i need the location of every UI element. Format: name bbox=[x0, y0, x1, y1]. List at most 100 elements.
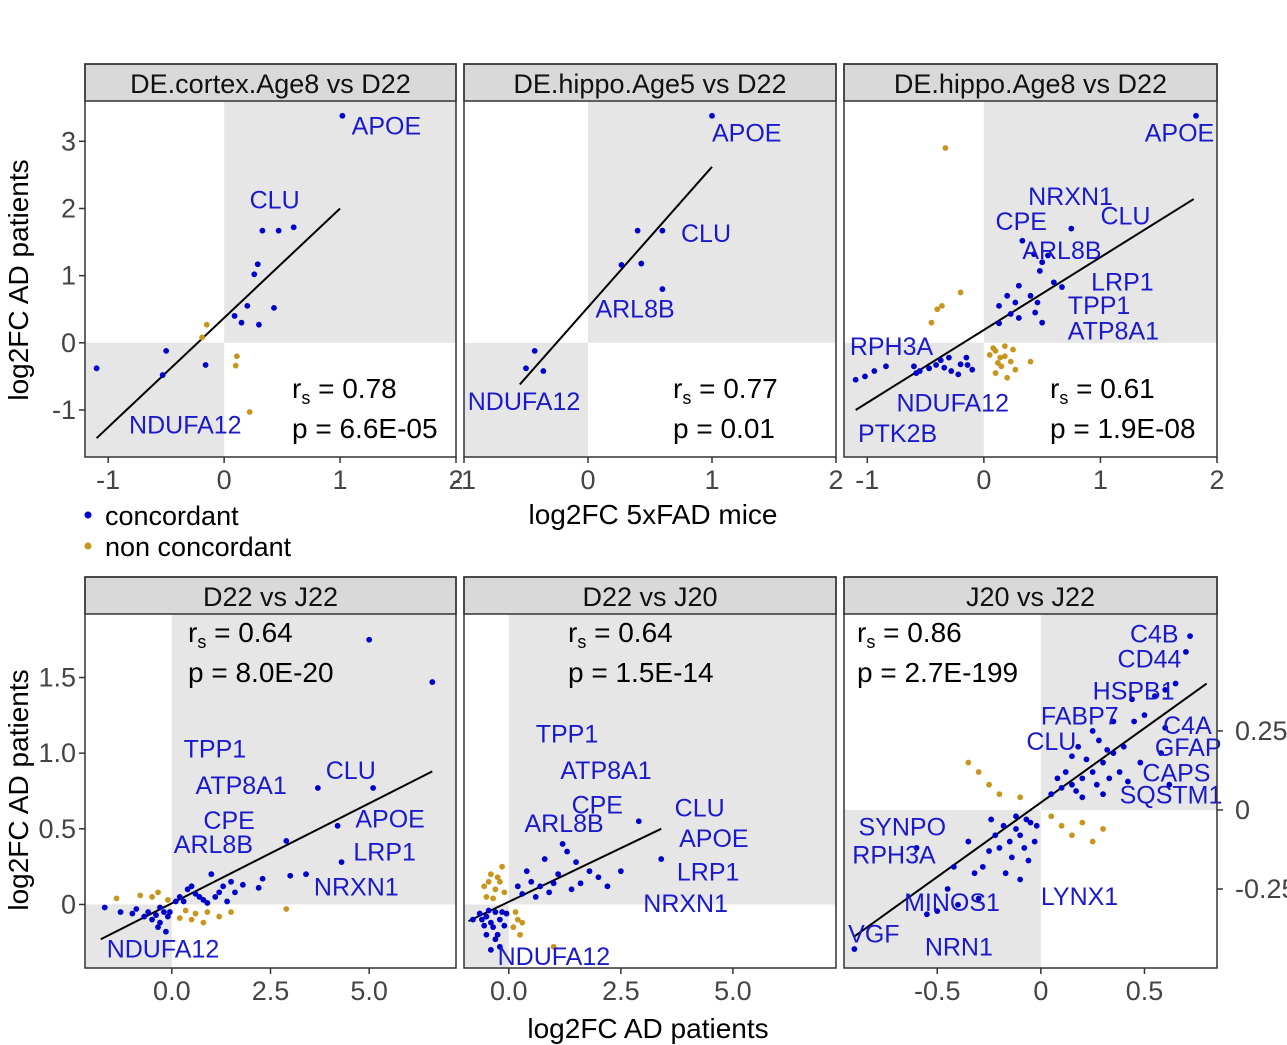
point-concordant bbox=[883, 363, 889, 370]
point-non-concordant bbox=[517, 931, 523, 938]
y-tick-label: 0 bbox=[61, 328, 76, 358]
panel-strip bbox=[463, 576, 837, 615]
point-concordant bbox=[1166, 781, 1173, 788]
point-concordant bbox=[259, 227, 266, 234]
point-non-concordant bbox=[200, 919, 207, 926]
panel-strip bbox=[843, 576, 1218, 615]
point-concordant bbox=[948, 368, 955, 374]
x-tick-label: 0 bbox=[1033, 976, 1048, 1006]
point-concordant bbox=[314, 785, 321, 791]
y-tick-label: 1 bbox=[61, 261, 76, 291]
gene-label: APOE bbox=[352, 113, 421, 141]
gene-label: RPH3A bbox=[850, 333, 934, 361]
point-concordant bbox=[546, 889, 553, 896]
gene-label: ATP8A1 bbox=[1068, 317, 1159, 345]
x-tick-label: 2.5 bbox=[602, 976, 640, 1006]
point-concordant bbox=[501, 922, 508, 929]
point-non-concordant bbox=[1017, 794, 1024, 801]
gene-label: TPP1 bbox=[184, 736, 247, 764]
regression-line bbox=[95, 207, 341, 439]
point-concordant bbox=[290, 224, 297, 231]
stat-rs: rs = 0.78 bbox=[292, 373, 397, 408]
point-non-concordant bbox=[965, 759, 972, 766]
gene-label: ARL8B bbox=[1022, 237, 1101, 265]
point-non-concordant bbox=[1100, 826, 1106, 832]
point-concordant bbox=[988, 816, 995, 823]
right-y-tick-label: 0 bbox=[1235, 795, 1250, 825]
gene-label: NRN1 bbox=[925, 933, 993, 961]
point-concordant bbox=[1015, 282, 1022, 289]
point-concordant bbox=[204, 900, 211, 906]
point-concordant bbox=[1045, 252, 1051, 259]
stat-p: p = 1.9E-08 bbox=[1050, 413, 1196, 444]
point-concordant bbox=[483, 931, 490, 938]
point-concordant bbox=[1008, 854, 1015, 861]
point-concordant bbox=[1151, 693, 1158, 700]
gene-label: APOE bbox=[679, 825, 748, 853]
point-concordant bbox=[523, 868, 530, 875]
point-concordant bbox=[659, 286, 666, 292]
point-non-concordant bbox=[990, 345, 997, 352]
gene-label: CLU bbox=[1026, 728, 1076, 756]
point-concordant bbox=[129, 910, 136, 917]
point-concordant bbox=[851, 946, 858, 952]
stat-p: p = 8.0E-20 bbox=[188, 657, 334, 688]
point-concordant bbox=[159, 372, 166, 378]
point-concordant bbox=[1129, 696, 1135, 703]
gene-label: RPH3A bbox=[852, 842, 936, 870]
point-concordant bbox=[586, 868, 593, 875]
gene-label: CLU bbox=[681, 220, 731, 248]
point-concordant bbox=[913, 844, 920, 851]
panel-5: D22 vs J20 TPP1 ATP8A1 CPE CLU ARL8B APOE LRP1 N… bbox=[463, 576, 837, 1006]
point-non-concordant bbox=[994, 360, 1001, 366]
point-concordant bbox=[1172, 680, 1179, 687]
point-non-concordant bbox=[1010, 346, 1016, 353]
point-concordant bbox=[157, 904, 163, 911]
point-concordant bbox=[1027, 819, 1034, 826]
point-concordant bbox=[992, 832, 999, 839]
point-concordant bbox=[531, 347, 538, 354]
y-tick-label: 1.5 bbox=[38, 663, 76, 693]
point-non-concordant bbox=[199, 334, 205, 341]
x-tick-label: 2.5 bbox=[252, 976, 290, 1006]
quadrant-lower-left bbox=[464, 342, 588, 457]
point-concordant bbox=[975, 895, 982, 902]
gene-label: PTK2B bbox=[858, 420, 937, 448]
point-concordant bbox=[1017, 832, 1024, 839]
point-non-concordant bbox=[512, 909, 519, 915]
point-concordant bbox=[485, 907, 492, 914]
point-concordant bbox=[492, 909, 499, 915]
panel-border bbox=[463, 576, 837, 969]
gene-label: NRXN1 bbox=[643, 890, 728, 918]
point-non-concordant bbox=[1058, 822, 1065, 829]
y-tick-label: 1.0 bbox=[38, 738, 76, 768]
point-concordant bbox=[188, 883, 195, 890]
point-concordant bbox=[499, 909, 505, 915]
x-tick-label: -1 bbox=[452, 465, 476, 495]
point-concordant bbox=[101, 904, 108, 911]
point-non-concordant bbox=[1048, 813, 1055, 820]
point-concordant bbox=[514, 883, 521, 890]
x-tick-label: 0.0 bbox=[153, 976, 191, 1006]
point-concordant bbox=[1100, 791, 1106, 798]
point-concordant bbox=[1106, 775, 1113, 782]
point-non-concordant bbox=[496, 878, 503, 885]
x-tick-label: 0.5 bbox=[1126, 976, 1164, 1006]
point-concordant bbox=[937, 357, 944, 364]
point-concordant bbox=[635, 818, 642, 825]
point-non-concordant bbox=[155, 889, 161, 896]
point-concordant bbox=[955, 371, 962, 378]
panel-border bbox=[843, 63, 1218, 458]
quadrant-upper-right bbox=[224, 101, 456, 343]
point-concordant bbox=[117, 909, 124, 915]
point-concordant bbox=[1019, 237, 1026, 244]
gene-label: VGF bbox=[848, 921, 899, 949]
quadrant-lower-left bbox=[844, 809, 1041, 968]
bottom-x-axis-title: log2FC AD patients bbox=[527, 1013, 768, 1044]
point-concordant bbox=[1110, 718, 1117, 725]
gene-label: C4B bbox=[1130, 620, 1179, 648]
point-concordant bbox=[251, 271, 258, 278]
point-non-concordant bbox=[1001, 343, 1008, 350]
point-concordant bbox=[481, 922, 488, 929]
